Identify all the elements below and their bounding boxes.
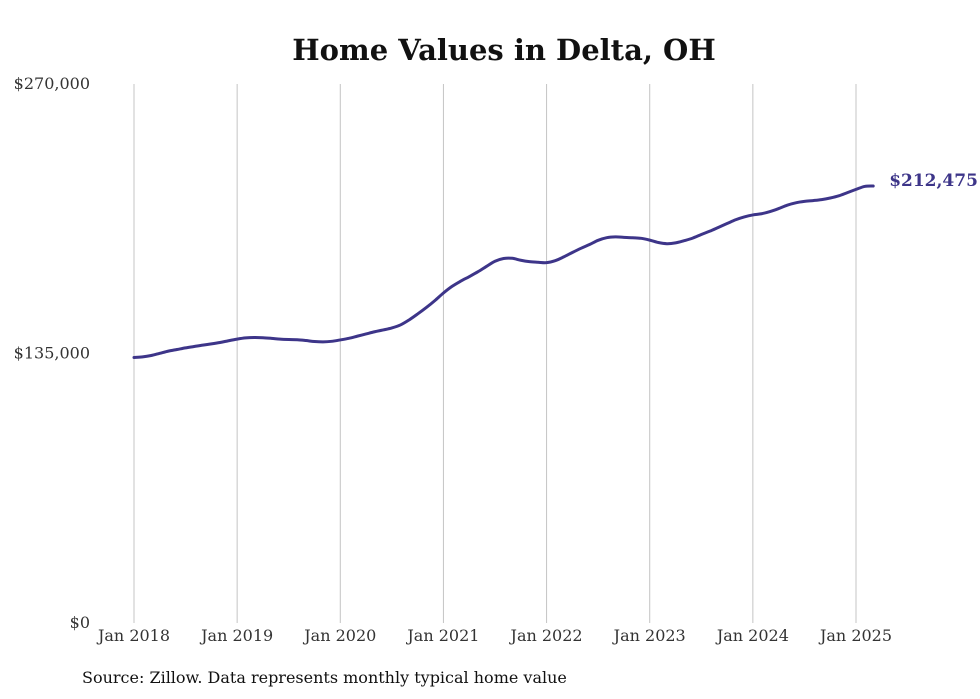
end-value-label: $212,475 — [889, 171, 978, 191]
x-tick-label: Jan 2022 — [509, 626, 583, 645]
x-tick-label: Jan 2018 — [96, 626, 170, 645]
x-tick-label: Jan 2025 — [818, 626, 892, 645]
x-tick-label: Jan 2023 — [612, 626, 686, 645]
y-tick-label: $270,000 — [14, 74, 90, 93]
y-tick-label: $0 — [70, 613, 90, 632]
x-tick-label: Jan 2021 — [405, 626, 479, 645]
x-tick-label: Jan 2020 — [302, 626, 376, 645]
y-axis-ticks: $0 $135,000 $270,000 — [14, 74, 90, 632]
x-tick-label: Jan 2024 — [715, 626, 789, 645]
y-tick-label: $135,000 — [14, 344, 90, 363]
source-note: Source: Zillow. Data represents monthly … — [82, 668, 567, 687]
chart-title: Home Values in Delta, OH — [292, 33, 715, 67]
x-axis-ticks: Jan 2018 Jan 2019 Jan 2020 Jan 2021 Jan 2022… — [96, 626, 892, 645]
x-tick-label: Jan 2019 — [199, 626, 273, 645]
series-line — [132, 184, 875, 359]
grid-lines — [133, 84, 857, 623]
